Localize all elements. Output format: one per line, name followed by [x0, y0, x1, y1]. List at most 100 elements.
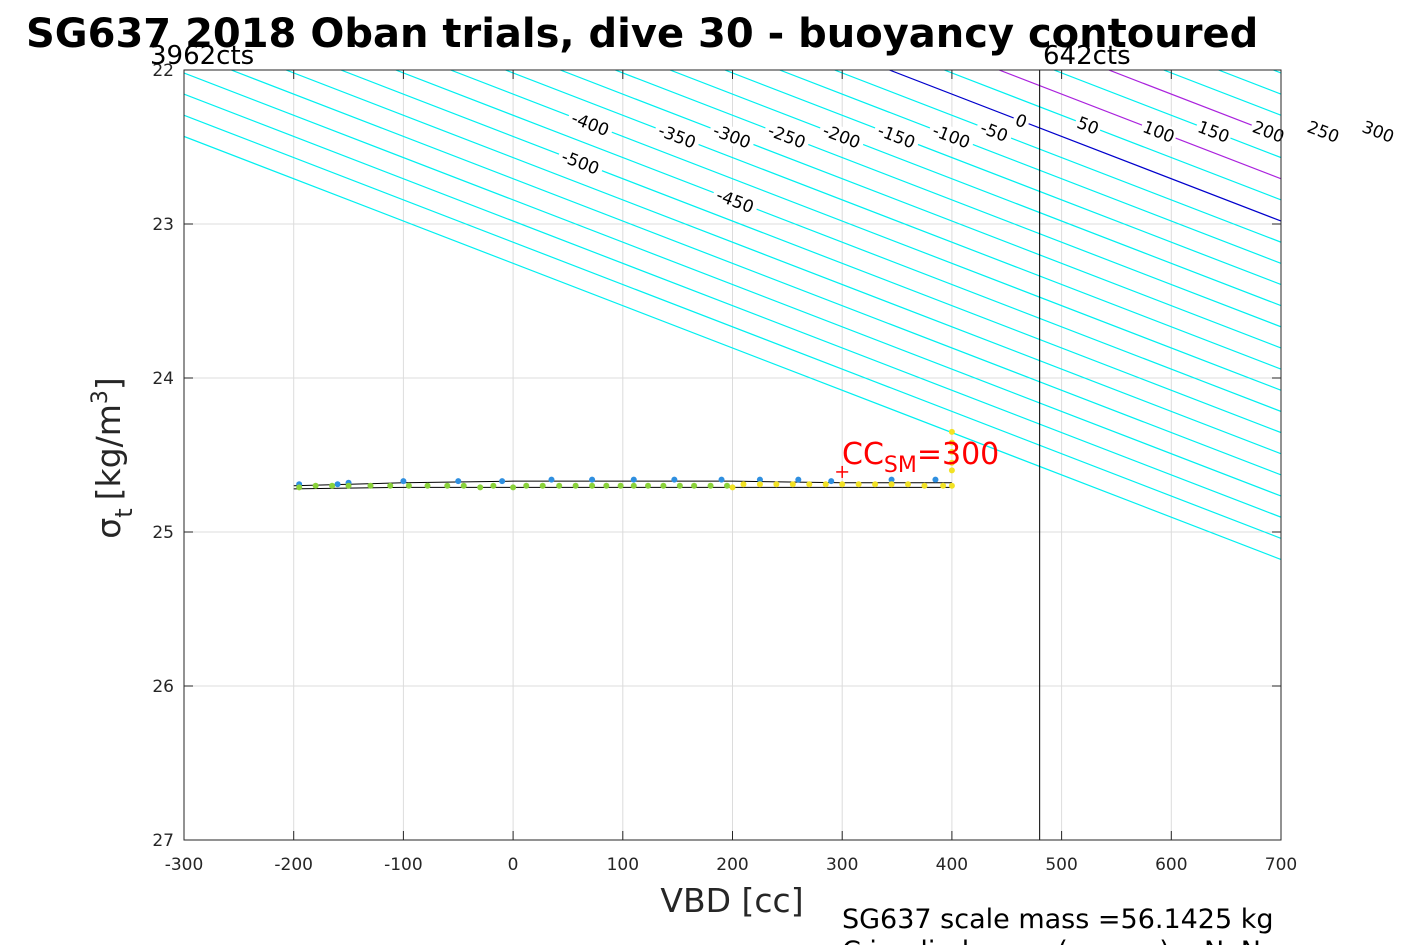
data-point	[556, 482, 563, 489]
data-point	[948, 439, 955, 446]
data-point	[795, 476, 802, 483]
data-point	[839, 481, 846, 488]
x-tick-label: 300	[826, 855, 858, 875]
data-point	[729, 484, 736, 491]
data-point	[948, 448, 955, 455]
contour-line	[340, 70, 1281, 434]
y-tick-label: 27	[152, 831, 174, 851]
data-point	[400, 478, 407, 485]
contour-label-bg	[1303, 116, 1344, 147]
scale-mass-note: SG637 scale mass =56.1425 kg	[842, 904, 1274, 935]
contour-label-bg	[1010, 109, 1032, 133]
contour-line	[1273, 70, 1281, 74]
contour-label-bg	[974, 116, 1015, 147]
data-point	[806, 481, 813, 488]
contour-line	[834, 70, 1281, 243]
y-axis-sigma: σ	[89, 518, 128, 539]
data-point	[740, 481, 747, 488]
data-point	[589, 482, 596, 489]
data-point	[444, 482, 451, 489]
contour-label: 300	[1358, 116, 1399, 148]
data-point	[477, 484, 484, 491]
y-axis-units-end: ]	[89, 377, 128, 390]
contour-label-bg	[926, 119, 977, 153]
data-point	[948, 428, 955, 435]
contour-label-bg	[1358, 116, 1399, 147]
data-point	[671, 476, 678, 483]
contour-label-bg	[652, 119, 702, 153]
svg-text:CCSM=300: CCSM=300	[842, 437, 999, 478]
contour-label: 350	[1413, 116, 1417, 148]
x-tick-label: -300	[165, 855, 204, 875]
data-point	[691, 482, 698, 489]
contour-label-bg	[710, 184, 760, 218]
data-point	[603, 482, 610, 489]
contour-line	[505, 70, 1281, 370]
data-point	[405, 482, 412, 489]
data-point	[855, 481, 862, 488]
data-point	[539, 482, 546, 489]
contour-label-text: 300	[1359, 117, 1396, 147]
data-point	[905, 481, 912, 488]
contour-label-bg	[1193, 116, 1234, 147]
contour-line	[889, 70, 1281, 222]
data-point	[490, 482, 497, 489]
contour-label-bg	[871, 119, 922, 153]
y-tick-label: 22	[152, 61, 174, 81]
data-point	[499, 478, 506, 485]
data-point	[460, 482, 467, 489]
cc-label-main: CC	[842, 437, 884, 472]
data-point	[828, 478, 835, 485]
data-point	[822, 481, 829, 488]
contour-line	[230, 70, 1281, 476]
data-point	[296, 484, 303, 491]
contour-line	[285, 70, 1281, 455]
contour-label: 250	[1303, 116, 1344, 148]
data-point	[329, 482, 336, 489]
contour-line	[184, 135, 1281, 561]
axis-ticks: -300 -200 -100 0 100 200 300 400 500 600 700222324…	[152, 61, 1297, 875]
contour-label-bg	[816, 119, 867, 153]
data-point	[756, 481, 763, 488]
chart-title: SG637 2018 Oban trials, dive 30 - buoyan…	[26, 11, 1258, 57]
x-tick-label: 200	[716, 855, 748, 875]
data-point	[387, 482, 394, 489]
x-tick-label: 100	[607, 855, 639, 875]
cc-sm-label: CCSM=300	[842, 437, 999, 478]
implied-mass-note: C implied mass (aerosp) ...NaN	[842, 936, 1261, 945]
data-point	[888, 481, 895, 488]
y-tick-label: 25	[152, 523, 174, 543]
data-point	[932, 476, 939, 483]
contour-line	[779, 70, 1281, 264]
contour-label: 0	[1010, 109, 1032, 133]
x-tick-label: 0	[508, 855, 519, 875]
data-point	[523, 482, 530, 489]
data-point	[334, 481, 341, 488]
data-point	[888, 476, 895, 483]
contour-label-bg	[1072, 112, 1104, 139]
counts-right: 642cts	[1043, 41, 1131, 71]
contour-line	[614, 70, 1281, 328]
x-tick-label: 500	[1045, 855, 1077, 875]
data-point	[617, 482, 624, 489]
y-axis-units-sup: 3	[88, 390, 113, 404]
data-point	[345, 482, 352, 489]
contour-label: 50	[1072, 112, 1104, 140]
contour-label-bg	[555, 145, 606, 180]
contour-line	[944, 70, 1281, 201]
data-point	[660, 482, 667, 489]
data-point	[367, 482, 374, 489]
data-point	[948, 467, 955, 474]
data-point	[940, 482, 947, 489]
y-tick-label: 26	[152, 677, 174, 697]
data-point	[312, 482, 319, 489]
contour-line	[1328, 70, 1417, 840]
y-tick-label: 23	[152, 215, 174, 235]
contour-line	[184, 114, 1281, 539]
data-point	[948, 459, 955, 466]
data-point	[589, 476, 596, 483]
contour-line	[1383, 70, 1417, 840]
contour-label-bg	[565, 107, 616, 141]
contour-label-bg	[707, 119, 757, 153]
